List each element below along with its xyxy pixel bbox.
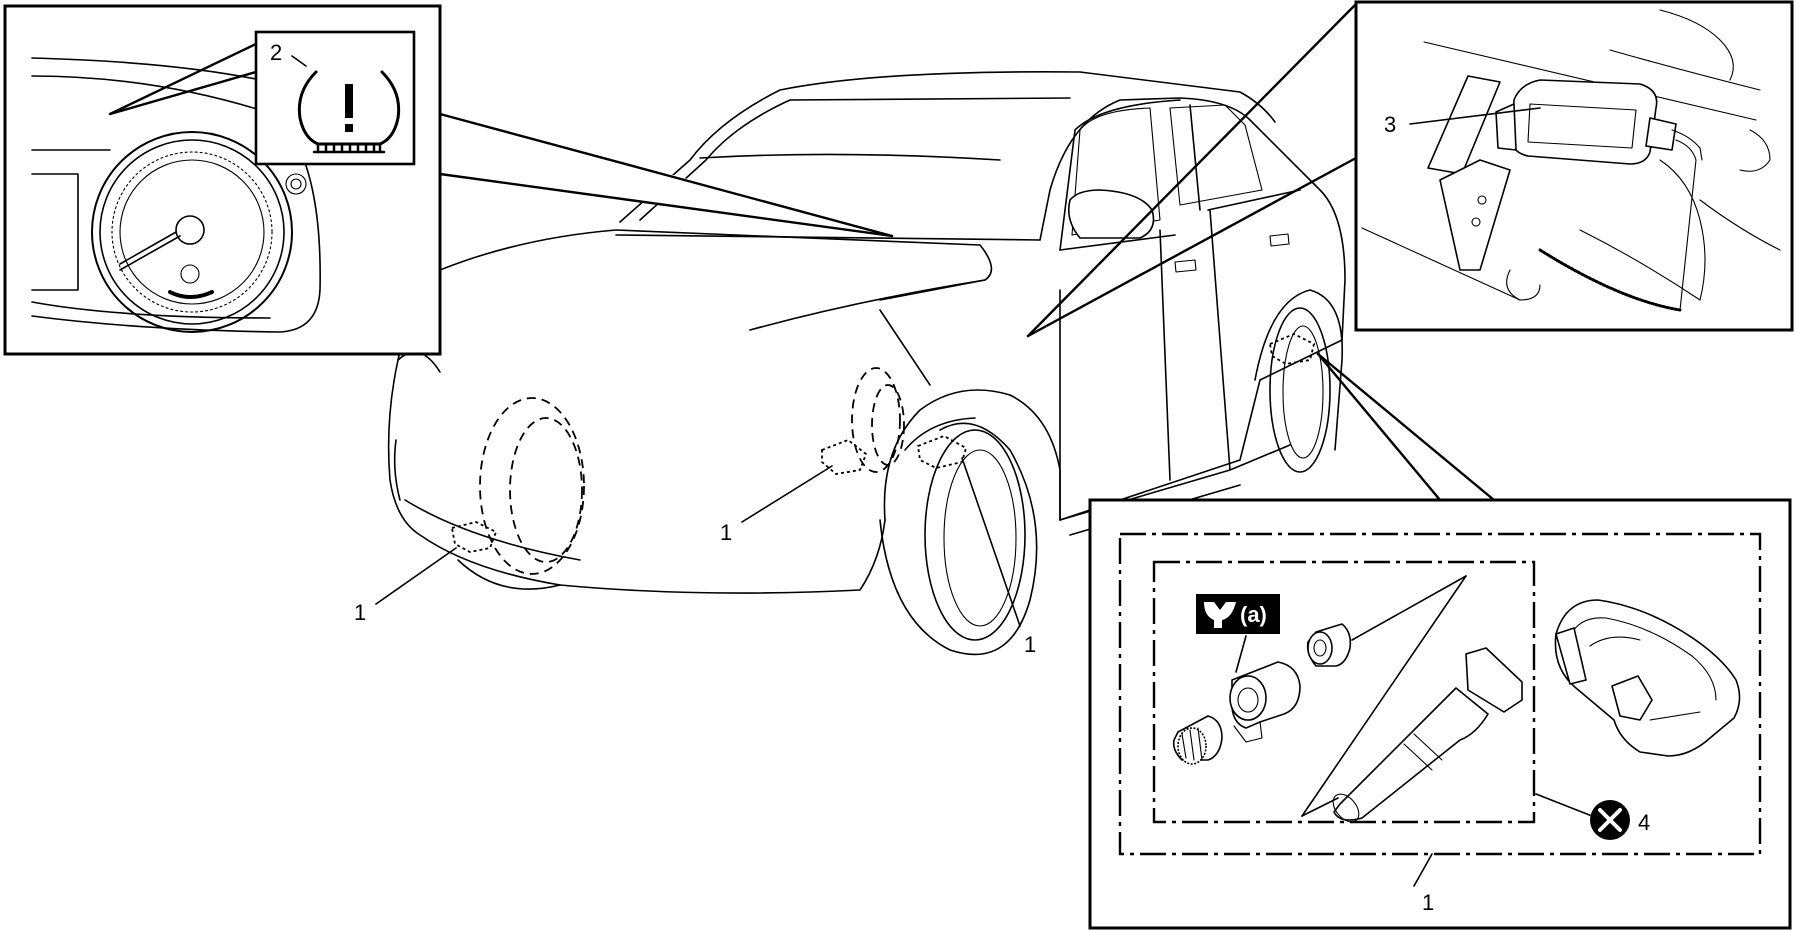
sensor-leaders (375, 457, 1021, 627)
valve-nut (1229, 661, 1301, 743)
label-do-not-reuse: 4 (1638, 810, 1650, 835)
grommet (1306, 623, 1352, 667)
vehicle-drawing (375, 71, 1346, 656)
tpms-warning-inset (108, 30, 416, 166)
valve-cap (1172, 715, 1223, 765)
hidden-front-wheel-left (457, 397, 585, 590)
sensor-locations (450, 333, 1316, 553)
cross-circle-icon (1590, 800, 1630, 840)
label-sensor-detail: 1 (1422, 890, 1434, 915)
valve-stem (1332, 647, 1523, 823)
tpms-sensor-body (1554, 599, 1741, 757)
label-tpms-warning-light: 2 (270, 40, 282, 65)
speedometer (91, 131, 293, 333)
hidden-wheel-middle (851, 367, 905, 473)
label-sensor-front-right-a: 1 (720, 520, 732, 545)
callout-connector-meter (438, 110, 894, 238)
front-right-wheel (879, 422, 1038, 656)
wrench-icon (1204, 602, 1236, 628)
special-tool-badge: (a) (1196, 594, 1280, 634)
tool-reference: (a) (1240, 602, 1267, 627)
sensor-callout-box: (a) (1088, 498, 1792, 930)
controller-callout-box (1354, 0, 1794, 332)
tpms-warning-icon (297, 70, 401, 154)
label-sensor-front-left: 1 (354, 600, 366, 625)
callout-connector-controller (1026, 2, 1358, 338)
label-sensor-front-right-b: 1 (1024, 632, 1036, 657)
callout-connector-sensor (1316, 352, 1496, 502)
label-tpms-controller: 3 (1384, 112, 1396, 137)
leader-controller (1409, 107, 1541, 125)
